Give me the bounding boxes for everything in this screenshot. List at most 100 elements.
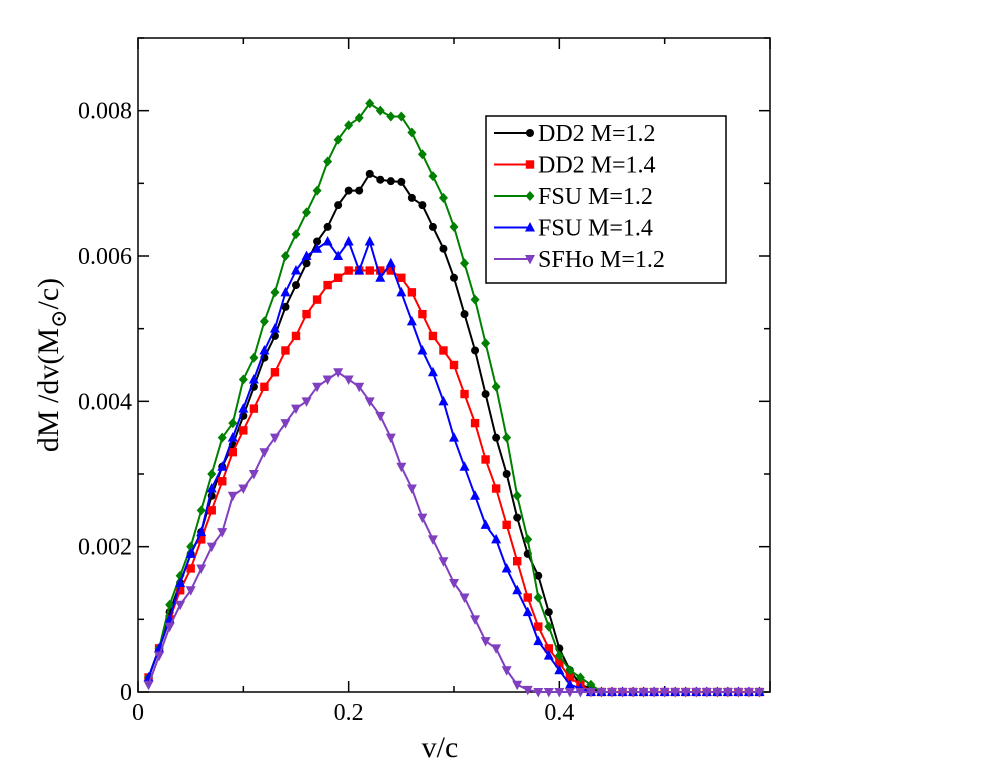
series-dd2-m-1-4	[144, 266, 764, 697]
data-point	[480, 519, 491, 529]
data-point	[354, 112, 364, 123]
data-point	[333, 368, 344, 378]
data-point	[523, 534, 533, 545]
data-point	[459, 593, 470, 604]
axis-ticks	[137, 37, 771, 693]
data-point	[659, 688, 670, 698]
data-point	[322, 235, 333, 246]
data-point	[164, 622, 175, 633]
data-point	[575, 672, 585, 683]
data-point	[313, 237, 322, 246]
data-point	[638, 688, 649, 698]
data-point	[502, 520, 511, 530]
data-point	[344, 266, 353, 275]
data-point	[543, 688, 554, 698]
legend-label: DD2 M=1.4	[538, 153, 656, 179]
data-point	[207, 469, 217, 479]
data-point	[585, 688, 596, 698]
data-point	[333, 134, 343, 145]
data-point	[302, 309, 311, 319]
data-point	[343, 375, 354, 386]
data-point	[385, 433, 396, 444]
data-point	[459, 461, 470, 471]
data-point	[450, 273, 458, 282]
data-point	[491, 484, 501, 493]
data-point	[743, 688, 754, 698]
data-point	[386, 266, 395, 275]
data-point	[544, 621, 554, 632]
data-point	[438, 395, 449, 406]
data-point	[470, 615, 481, 625]
data-point	[333, 250, 344, 260]
data-point	[312, 295, 322, 304]
data-point	[554, 664, 565, 675]
data-point	[248, 470, 259, 480]
data-point	[492, 433, 501, 442]
data-point	[259, 448, 270, 458]
data-point	[481, 338, 491, 349]
x-tick-labels: 0 0.2 0.4	[132, 700, 574, 726]
data-point	[228, 418, 238, 429]
data-point	[502, 470, 511, 478]
data-point	[418, 201, 427, 210]
data-point	[534, 571, 543, 580]
legend-item: DD2 M=1.4	[494, 153, 656, 179]
data-point	[533, 688, 544, 698]
data-point	[197, 535, 206, 544]
data-point	[501, 562, 512, 573]
data-point	[554, 688, 565, 698]
data-point	[406, 484, 417, 495]
series-line	[147, 269, 760, 693]
data-point	[754, 688, 765, 698]
data-point	[259, 316, 269, 327]
data-point	[407, 288, 417, 297]
data-point	[471, 346, 480, 355]
data-point	[301, 250, 312, 260]
data-point	[312, 382, 323, 393]
data-point	[175, 577, 186, 587]
data-point	[712, 688, 723, 698]
data-point	[334, 201, 343, 210]
data-point	[512, 490, 522, 501]
data-point	[280, 286, 291, 297]
data-point	[491, 533, 502, 544]
series-sfho-m-1-2	[143, 368, 765, 698]
legend-label: FSU M=1.2	[538, 184, 653, 210]
data-point	[428, 171, 438, 182]
data-point	[680, 688, 691, 698]
data-point	[343, 235, 354, 246]
data-point	[227, 432, 238, 442]
data-point	[375, 272, 386, 282]
data-point	[565, 673, 575, 682]
data-point	[239, 426, 248, 435]
data-point	[438, 192, 448, 203]
data-point	[227, 491, 238, 502]
data-point	[238, 403, 249, 413]
data-point	[238, 484, 249, 495]
data-point	[302, 259, 311, 268]
data-point	[586, 679, 596, 690]
legend-label: SFHo M=1.2	[538, 247, 665, 273]
data-point	[460, 258, 470, 269]
data-point	[344, 120, 354, 131]
data-point	[691, 688, 702, 698]
legend-item: DD2 M=1.2	[494, 121, 656, 147]
data-point	[649, 688, 660, 698]
series-line	[147, 238, 760, 693]
data-point	[206, 542, 217, 553]
data-point	[554, 650, 564, 661]
legend-swatch-marker	[525, 160, 535, 169]
data-point	[722, 688, 733, 698]
x-axis-label: v/c	[422, 731, 459, 764]
data-point	[291, 404, 301, 415]
data-point	[249, 404, 259, 413]
data-point	[396, 462, 407, 473]
data-point	[427, 366, 438, 377]
legend-item: SFHo M=1.2	[494, 247, 665, 273]
data-point	[291, 331, 301, 341]
data-point	[544, 644, 553, 653]
data-point	[555, 658, 564, 668]
data-point	[501, 666, 512, 676]
data-point	[460, 389, 469, 399]
data-point	[449, 432, 459, 442]
